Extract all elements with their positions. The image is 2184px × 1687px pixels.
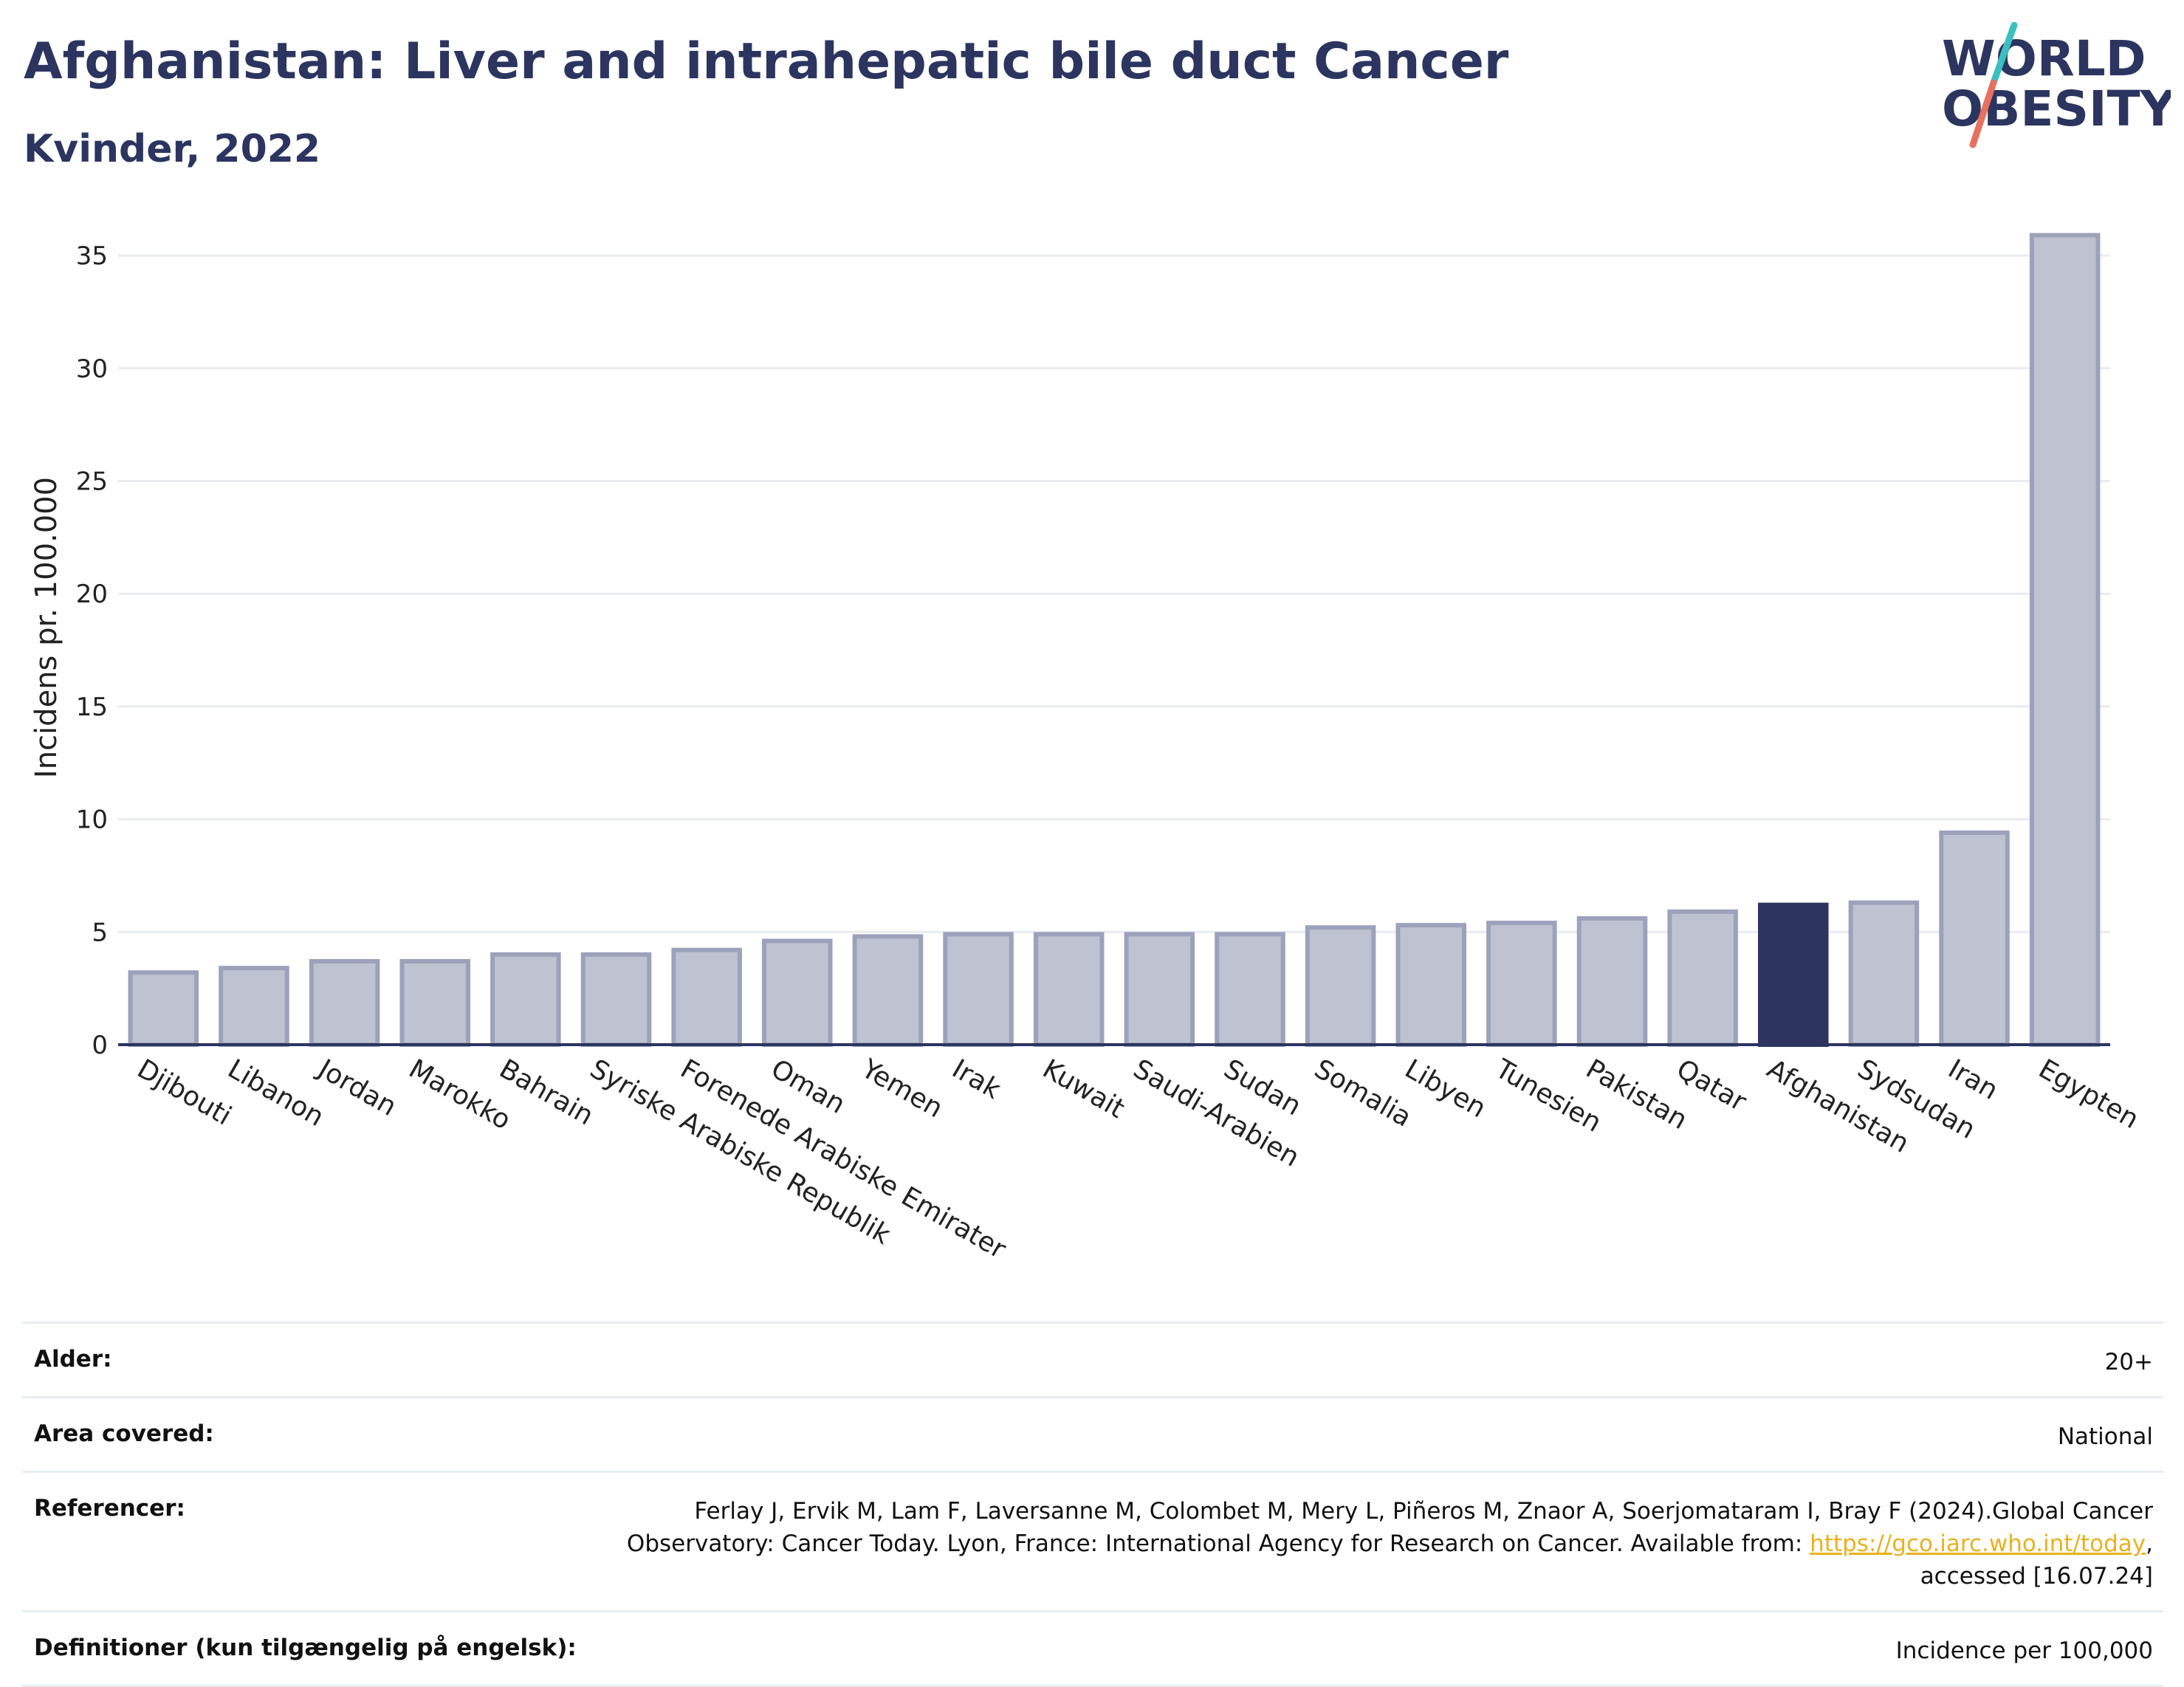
reference-line-3: accessed [16.07.24] — [1920, 1563, 2153, 1590]
bar-bahrain — [490, 952, 561, 1048]
bar-somalia — [1305, 925, 1376, 1048]
y-tick-label: 10 — [76, 805, 108, 835]
x-tick-label: Yemen — [856, 1054, 948, 1124]
bar-egypten — [2029, 233, 2101, 1047]
bar-yemen — [852, 934, 924, 1047]
bar-irak — [943, 932, 1014, 1047]
bar-jordan — [309, 959, 380, 1047]
x-tick-label: Libyen — [1400, 1054, 1491, 1124]
age-value: 20+ — [2104, 1349, 2153, 1375]
definitions-label: Definitioner (kun tilgængelig på engelsk… — [34, 1635, 577, 1661]
bar-syriske-arabiske-republik — [580, 952, 652, 1048]
bar-libanon — [219, 966, 289, 1047]
references-label: Referencer: — [34, 1495, 185, 1522]
page-subtitle: Kvinder, 2022 — [24, 127, 321, 171]
reference-line-2-end: , — [2146, 1530, 2153, 1557]
x-tick-label: Iran — [1943, 1054, 2003, 1106]
reference-line-2: Observatory: Cancer Today. Lyon, France:… — [627, 1528, 2153, 1560]
age-label: Alder: — [34, 1346, 112, 1372]
logo-slash-top — [1990, 22, 2018, 86]
bar-forenede-arabiske-emirater — [671, 947, 742, 1047]
x-tick-label: Egypten — [2033, 1054, 2143, 1135]
page-title: Afghanistan: Liver and intrahepatic bile… — [24, 32, 1509, 91]
x-tick-label: Somalia — [1309, 1054, 1416, 1133]
reference-link[interactable]: https://gco.iarc.who.int/today — [1810, 1530, 2146, 1557]
row-references: Referencer: Ferlay J, Ervik M, Lam F, La… — [22, 1471, 2163, 1610]
reference-line-1: Ferlay J, Ervik M, Lam F, Laversanne M, … — [694, 1498, 2153, 1525]
logo-line1: WORLD — [1942, 30, 2146, 87]
y-tick-label: 20 — [76, 580, 108, 609]
logo-slash-bottom — [1969, 79, 1997, 148]
reference-line-2-text: Observatory: Cancer Today. Lyon, France:… — [626, 1530, 1810, 1557]
area-label: Area covered: — [34, 1420, 214, 1447]
bar-sydsudan — [1848, 900, 1920, 1048]
bar-afghanistan — [1758, 902, 1829, 1048]
x-tick-label: Libanon — [222, 1054, 329, 1133]
x-tick-label: Marokko — [404, 1054, 516, 1135]
bar-kuwait — [1033, 932, 1105, 1047]
references-value: Ferlay J, Ervik M, Lam F, Laversanne M, … — [627, 1495, 2153, 1592]
x-tick-label: Kuwait — [1037, 1054, 1130, 1124]
y-tick-label: 30 — [76, 354, 108, 384]
row-age: Alder: 20+ — [22, 1322, 2163, 1396]
grid-lines — [118, 254, 2110, 933]
y-tick-label: 0 — [92, 1031, 108, 1060]
bar-sudan — [1215, 932, 1285, 1047]
y-tick-label: 5 — [92, 918, 108, 947]
y-tick-label: 25 — [76, 467, 108, 496]
y-tick-label: 15 — [76, 693, 108, 722]
bar-saudi-arabien — [1124, 932, 1195, 1047]
bar-iran — [1939, 830, 2010, 1048]
y-tick-label: 35 — [76, 241, 108, 271]
x-tick-label: Djibouti — [132, 1054, 236, 1131]
bar-tunesien — [1486, 921, 1557, 1047]
bar-djibouti — [128, 970, 199, 1047]
bar-libyen — [1395, 923, 1466, 1047]
bars — [128, 233, 2101, 1048]
bar-oman — [762, 938, 833, 1048]
row-area: Area covered: National — [22, 1396, 2163, 1471]
world-obesity-logo: WORLD OBESITY — [1942, 22, 2171, 148]
bar-qatar — [1667, 909, 1738, 1047]
x-tick-label: Irak — [947, 1054, 1006, 1105]
bar-marokko — [399, 959, 470, 1047]
metadata-table: Alder: 20+ Area covered: National Refere… — [22, 1322, 2163, 1687]
row-definitions: Definitioner (kun tilgængelig på engelsk… — [22, 1610, 2163, 1687]
definitions-value: Incidence per 100,000 — [1895, 1638, 2153, 1664]
bar-pakistan — [1576, 915, 1648, 1048]
y-tick-labels: 0 5 10 15 20 25 30 35 — [76, 241, 108, 1060]
area-value: National — [2057, 1423, 2153, 1450]
y-axis-label: Incidens pr. 100.000 — [30, 477, 63, 778]
